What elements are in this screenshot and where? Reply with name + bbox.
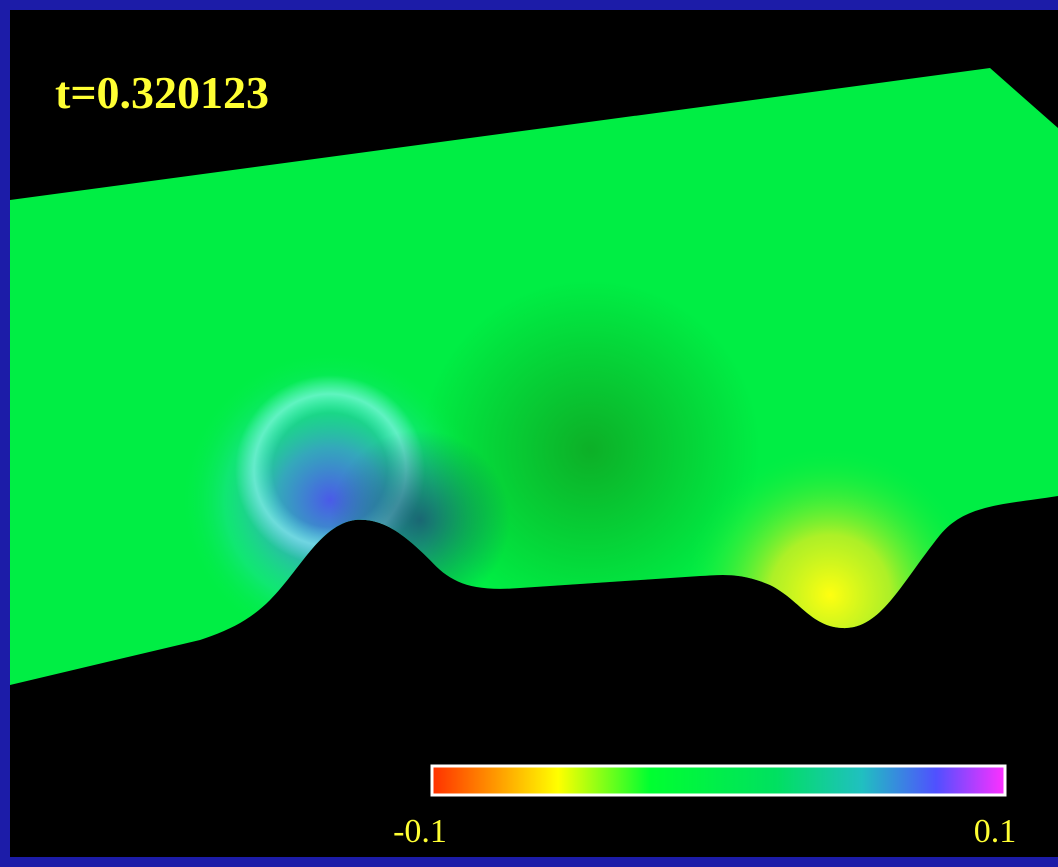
- colorbar: [430, 764, 1007, 797]
- colorbar-max-label: 0.1: [974, 813, 1017, 850]
- time-label: t=0.320123: [55, 67, 269, 118]
- colorbar-min-label: -0.1: [393, 813, 447, 850]
